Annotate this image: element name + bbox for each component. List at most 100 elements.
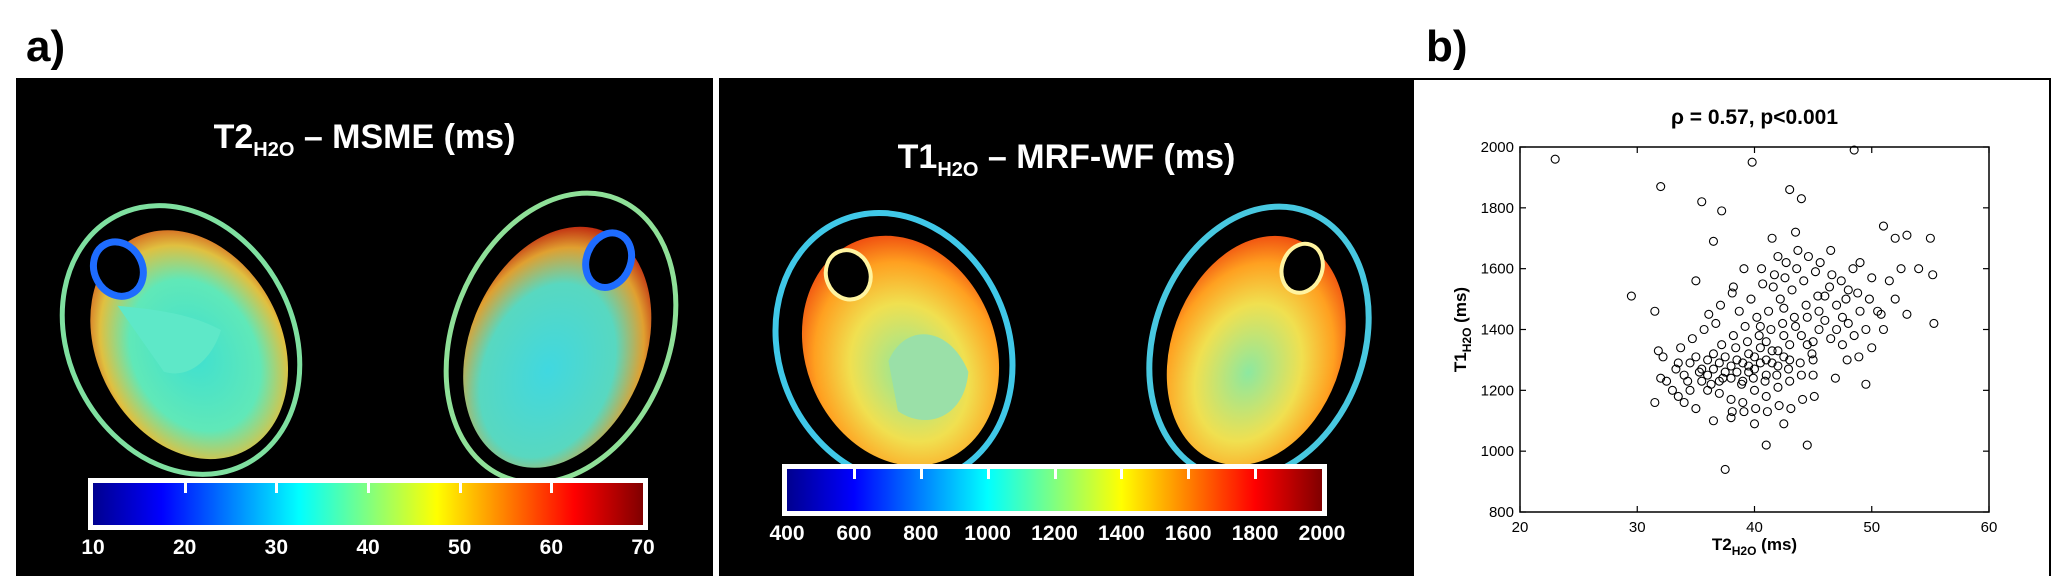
scatter-point	[1744, 367, 1754, 377]
scatter-point	[1683, 376, 1693, 386]
scatter-point	[1711, 318, 1721, 328]
scatter-point	[1650, 397, 1660, 408]
scatter-point	[1691, 276, 1701, 286]
scatter-point	[1802, 340, 1812, 350]
scatter-point	[1861, 379, 1871, 389]
scatter-point	[1779, 352, 1789, 362]
scatter-point	[1718, 373, 1728, 383]
t1-map-panel: T1H2O – MRF-WF (ms) 400 600 800 1000 1200 140…	[719, 78, 1414, 576]
t1-colorbar-tick	[1120, 469, 1124, 479]
t2-map-image	[59, 190, 679, 486]
scatter-point	[1884, 276, 1894, 286]
y-axis-label: T1H2O (ms)	[1451, 287, 1474, 372]
scatter-point	[1703, 370, 1713, 380]
scatter-point	[1929, 318, 1939, 328]
scatter-point	[1758, 279, 1768, 289]
scatter-point	[1815, 258, 1825, 268]
scatter-point	[1925, 233, 1935, 243]
scatter-point	[1914, 264, 1924, 274]
t2-map-panel: T2H2O – MSME (ms)	[16, 78, 713, 576]
scatter-point	[1740, 321, 1750, 332]
t1-colorbar-tick	[1053, 469, 1057, 479]
scatter-point	[1726, 413, 1736, 423]
scatter-point	[1773, 346, 1783, 356]
scatter-point	[1697, 376, 1707, 386]
scatter-point	[1738, 358, 1748, 368]
scatter-point	[1785, 185, 1795, 195]
scatter-point	[1676, 343, 1686, 353]
scatter-point	[1697, 364, 1707, 374]
scatter-point	[1774, 400, 1784, 411]
scatter-point	[1761, 370, 1771, 380]
scatter-point	[1809, 391, 1819, 401]
scatter-point	[1890, 233, 1900, 243]
scatter-point	[1826, 245, 1836, 255]
scatter-point	[1679, 370, 1689, 380]
scatter-point	[1679, 397, 1689, 408]
t1-colorbar-tick	[919, 469, 923, 479]
scatter-point	[1849, 145, 1859, 155]
x-tick-label: 60	[1981, 519, 1998, 536]
scatter-point	[1802, 440, 1812, 450]
scatter-point	[1785, 376, 1795, 386]
scatter-point	[1843, 285, 1853, 295]
scatter-point	[1769, 270, 1779, 280]
scatter-point	[1708, 364, 1719, 374]
scatter-panel: ρ = 0.57, p<0.001 20 30 40 50 60 800 1000 1200 14…	[1414, 78, 2051, 576]
scatter-point	[1761, 440, 1771, 450]
scatter-point	[1824, 282, 1835, 292]
scatter-point	[1650, 306, 1660, 316]
scatter-point	[1704, 309, 1714, 319]
scatter-point	[1734, 306, 1744, 316]
scatter-point	[1842, 355, 1852, 365]
scatter-point	[1720, 464, 1730, 474]
scatter-point	[1773, 361, 1783, 371]
scatter-point	[1796, 331, 1806, 341]
t2-colorbar-label: 60	[539, 536, 564, 559]
scatter-point	[1703, 355, 1713, 365]
scatter-point	[1720, 367, 1730, 377]
scatter-point	[1813, 291, 1823, 301]
t1-colorbar-label: 1600	[1164, 522, 1212, 545]
scatter-point	[1878, 221, 1889, 231]
scatter-point	[1749, 364, 1760, 374]
scatter-point	[1773, 382, 1783, 392]
scatter-point	[1837, 340, 1847, 350]
y-tick-label: 800	[1489, 504, 1514, 521]
scatter-point	[1808, 337, 1818, 347]
y-tick-label: 1200	[1481, 382, 1514, 399]
scatter-point	[1691, 352, 1701, 362]
scatter-point	[1731, 343, 1741, 353]
scatter-point	[1715, 300, 1726, 310]
scatter-point	[1697, 197, 1707, 207]
scatter-point	[1656, 373, 1666, 383]
scatter-point	[1853, 288, 1863, 298]
chart-title: ρ = 0.57, p<0.001	[1671, 106, 1838, 129]
scatter-point	[1814, 324, 1824, 335]
scatter-point	[1687, 334, 1697, 344]
scatter-point	[1854, 352, 1864, 362]
scatter-point	[1685, 358, 1695, 368]
scatter-point	[1843, 318, 1853, 328]
scatter-point	[1727, 288, 1737, 298]
scatter-point	[1726, 361, 1736, 371]
scatter-point	[1714, 358, 1724, 368]
panel-divider	[713, 78, 719, 576]
scatter-point	[1738, 397, 1748, 408]
scatter-point	[1662, 376, 1672, 386]
scatter-point	[1708, 349, 1719, 359]
scatter-point	[1751, 404, 1761, 414]
scatter-point	[1810, 267, 1821, 277]
scatter-point	[1832, 300, 1842, 310]
scatter-point	[1694, 367, 1704, 377]
scatter-point	[1855, 258, 1865, 268]
t2-colorbar-tick	[550, 483, 554, 493]
t1-colorbar-label: 600	[836, 522, 872, 545]
y-tick-label: 1000	[1481, 443, 1514, 460]
scatter-point	[1761, 355, 1771, 365]
scatter-point	[1902, 230, 1912, 240]
scatter-point	[1691, 404, 1701, 414]
t2-colorbar-label: 20	[172, 536, 197, 559]
t1-colorbar-tick	[1187, 469, 1191, 479]
scatter-point	[1720, 352, 1730, 362]
